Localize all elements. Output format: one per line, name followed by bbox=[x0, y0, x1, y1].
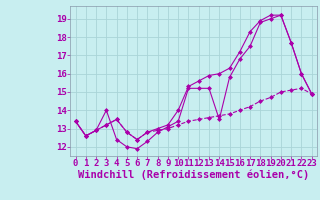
X-axis label: Windchill (Refroidissement éolien,°C): Windchill (Refroidissement éolien,°C) bbox=[78, 170, 309, 180]
